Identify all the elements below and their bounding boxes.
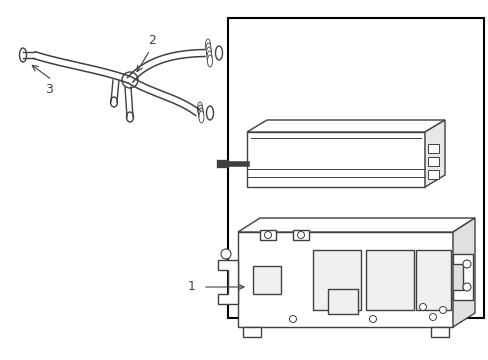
Circle shape — [439, 306, 446, 314]
Bar — [227, 18, 483, 318]
Text: 2: 2 — [148, 34, 156, 47]
Ellipse shape — [198, 105, 203, 117]
Bar — [415, 250, 450, 310]
Ellipse shape — [206, 47, 211, 59]
Bar — [327, 289, 357, 314]
Circle shape — [428, 314, 436, 320]
Circle shape — [462, 260, 470, 268]
Bar — [260, 230, 275, 240]
Circle shape — [462, 283, 470, 291]
Bar — [238, 232, 452, 327]
Circle shape — [289, 315, 296, 323]
Ellipse shape — [206, 51, 212, 63]
Polygon shape — [452, 218, 474, 327]
Bar — [312, 250, 360, 310]
Bar — [430, 327, 448, 337]
Ellipse shape — [205, 39, 210, 51]
Ellipse shape — [199, 111, 203, 123]
Ellipse shape — [215, 46, 222, 60]
Ellipse shape — [197, 102, 202, 114]
Text: 1: 1 — [188, 280, 196, 293]
Circle shape — [369, 315, 376, 323]
Bar — [365, 250, 413, 310]
Bar — [427, 144, 438, 153]
Circle shape — [297, 231, 304, 239]
Polygon shape — [238, 218, 474, 232]
Polygon shape — [246, 120, 444, 132]
Circle shape — [122, 72, 138, 88]
Ellipse shape — [110, 97, 117, 107]
Circle shape — [221, 249, 230, 259]
Ellipse shape — [126, 112, 133, 122]
Ellipse shape — [207, 55, 212, 67]
Ellipse shape — [206, 106, 213, 120]
Ellipse shape — [20, 48, 26, 62]
Bar — [427, 170, 438, 179]
Bar — [252, 266, 281, 294]
Polygon shape — [452, 254, 472, 300]
Polygon shape — [424, 120, 444, 187]
Bar — [243, 327, 261, 337]
Circle shape — [419, 303, 426, 310]
Circle shape — [264, 231, 271, 239]
Ellipse shape — [205, 43, 210, 55]
Bar — [246, 132, 424, 187]
Ellipse shape — [198, 108, 203, 120]
Bar — [292, 230, 308, 240]
Text: 3: 3 — [45, 83, 53, 96]
Polygon shape — [218, 260, 238, 304]
Bar — [427, 157, 438, 166]
